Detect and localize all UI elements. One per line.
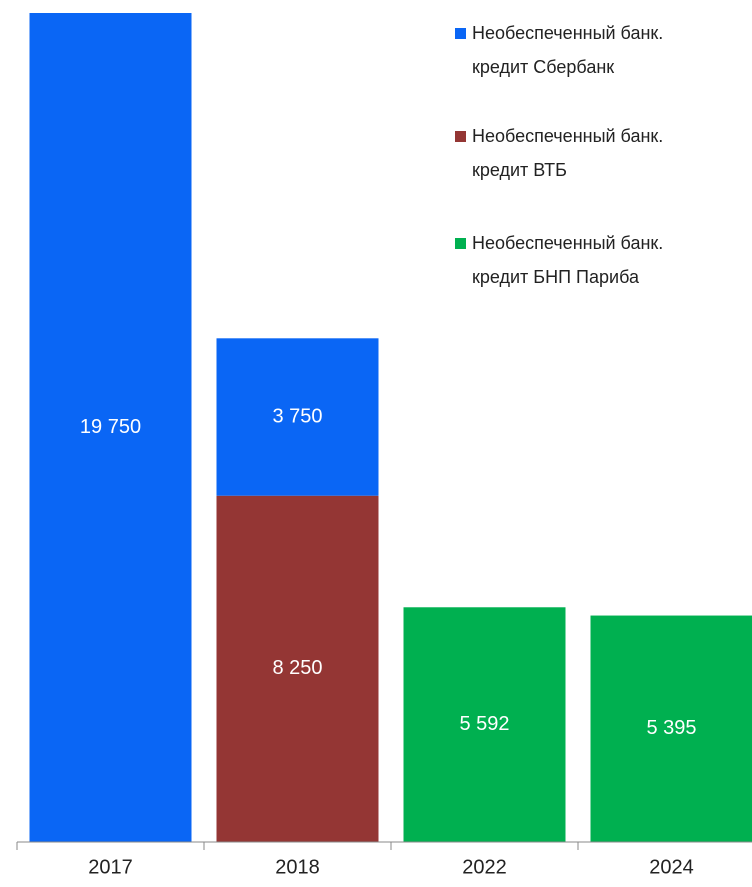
bar-segment	[403, 607, 566, 842]
legend-item: Необеспеченный банк. кредит БНП Париба	[455, 226, 717, 294]
legend-item: Необеспеченный банк. кредит Сбербанк	[455, 16, 717, 84]
legend-swatch	[455, 131, 466, 142]
bar-segment	[29, 13, 192, 842]
legend-item: Необеспеченный банк. кредит ВТБ	[455, 119, 717, 187]
x-tick-label: 2022	[462, 856, 507, 878]
x-tick-label: 2024	[649, 856, 694, 878]
legend-label: Необеспеченный банк. кредит Сбербанк	[472, 23, 664, 77]
x-tick-label: 2018	[275, 856, 320, 878]
legend-swatch	[455, 238, 466, 249]
value-label: 19 750	[80, 416, 141, 438]
value-label: 3 750	[272, 405, 322, 427]
x-tick-label: 2017	[88, 856, 133, 878]
bar-segment	[216, 338, 379, 496]
bar-segment	[590, 615, 752, 842]
value-label: 5 395	[646, 717, 696, 739]
value-label: 5 592	[459, 713, 509, 735]
legend-swatch	[455, 28, 466, 39]
bar-segment	[216, 495, 379, 842]
legend-label: Необеспеченный банк. кредит БНП Париба	[472, 233, 664, 287]
legend-label: Необеспеченный банк. кредит ВТБ	[472, 126, 664, 180]
value-label: 8 250	[272, 657, 322, 679]
